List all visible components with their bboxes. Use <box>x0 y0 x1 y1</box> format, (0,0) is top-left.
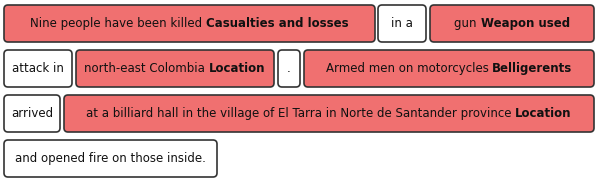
FancyBboxPatch shape <box>4 50 72 87</box>
FancyBboxPatch shape <box>4 95 60 132</box>
FancyBboxPatch shape <box>4 5 375 42</box>
Text: Location: Location <box>209 62 266 75</box>
Text: Belligerents: Belligerents <box>492 62 572 75</box>
FancyBboxPatch shape <box>64 95 594 132</box>
Text: at a billiard hall in the village of El Tarra in Norte de Santander province: at a billiard hall in the village of El … <box>86 107 515 120</box>
Text: and opened fire on those inside.: and opened fire on those inside. <box>15 152 206 165</box>
FancyBboxPatch shape <box>278 50 300 87</box>
Text: in a: in a <box>391 17 413 30</box>
Text: north-east Colombia: north-east Colombia <box>85 62 209 75</box>
FancyBboxPatch shape <box>76 50 274 87</box>
Text: Weapon used: Weapon used <box>481 17 569 30</box>
FancyBboxPatch shape <box>304 50 594 87</box>
Text: Casualties and losses: Casualties and losses <box>206 17 349 30</box>
Text: .: . <box>287 62 291 75</box>
FancyBboxPatch shape <box>378 5 426 42</box>
FancyBboxPatch shape <box>430 5 594 42</box>
Text: Armed men on motorcycles: Armed men on motorcycles <box>326 62 492 75</box>
Text: gun: gun <box>454 17 481 30</box>
Text: Location: Location <box>515 107 572 120</box>
FancyBboxPatch shape <box>4 140 217 177</box>
Text: attack in: attack in <box>12 62 64 75</box>
Text: Nine people have been killed: Nine people have been killed <box>30 17 206 30</box>
Text: arrived: arrived <box>11 107 53 120</box>
